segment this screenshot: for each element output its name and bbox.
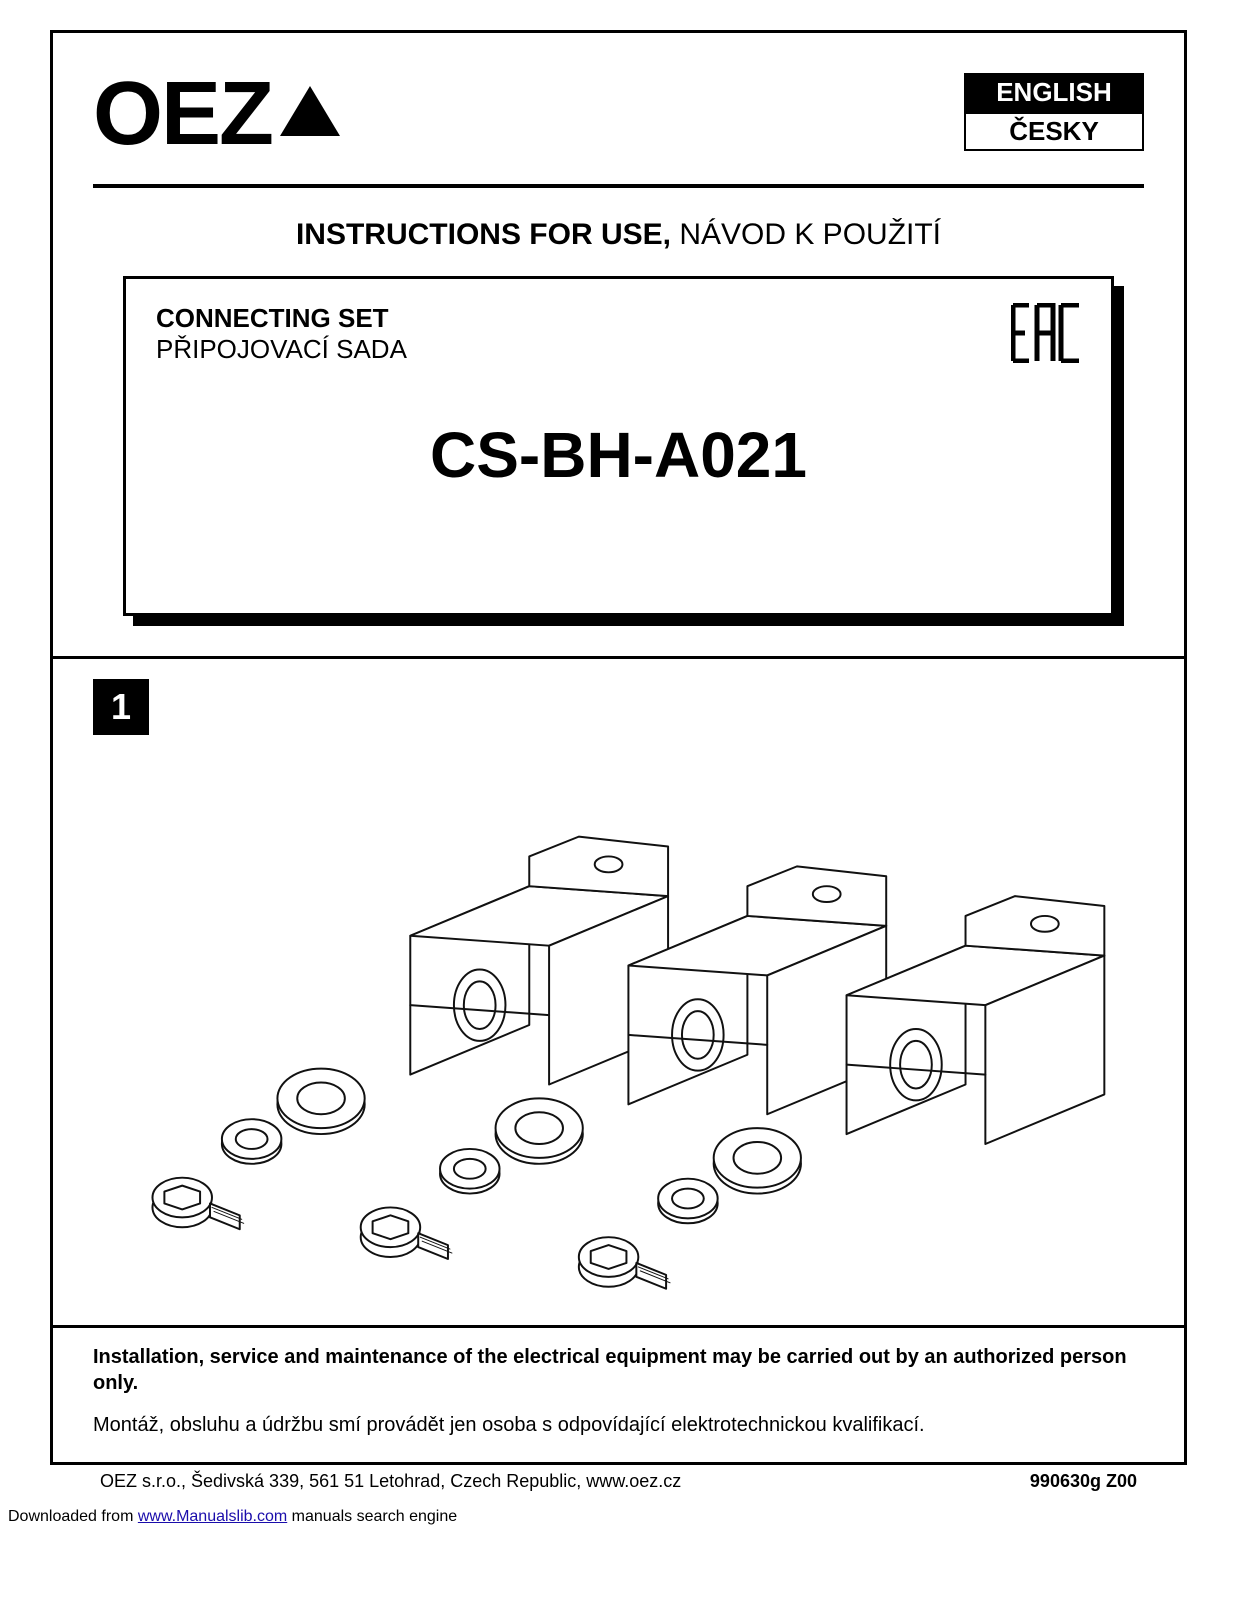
document-frame: OEZ ENGLISH ČESKY INSTRUCTIONS FOR USE, … <box>50 30 1187 1465</box>
model-number: CS-BH-A021 <box>156 418 1081 492</box>
warning-section: Installation, service and maintenance of… <box>53 1328 1184 1462</box>
title-cz: NÁVOD K POUŽITÍ <box>671 218 941 251</box>
product-labels: CONNECTING SET PŘIPOJOVACÍ SADA <box>156 303 407 365</box>
header-section: OEZ ENGLISH ČESKY INSTRUCTIONS FOR USE, … <box>53 33 1184 616</box>
language-english: ENGLISH <box>964 73 1144 112</box>
language-box: ENGLISH ČESKY <box>964 73 1144 151</box>
footer-company: OEZ s.r.o., Šedivská 339, 561 51 Letohra… <box>100 1471 681 1492</box>
figure-section: 1 <box>53 659 1184 1325</box>
download-link[interactable]: www.Manualslib.com <box>138 1508 287 1525</box>
warning-text-cz: Montáž, obsluhu a údržbu smí provádět je… <box>93 1412 1144 1438</box>
brand-text: OEZ <box>93 63 272 166</box>
download-note: Downloaded from www.Manualslib.com manua… <box>0 1506 1237 1536</box>
logo-triangle-icon <box>280 86 340 136</box>
download-suffix: manuals search engine <box>287 1508 457 1525</box>
footer-docnum: 990630g Z00 <box>1030 1471 1137 1492</box>
parts-diagram <box>93 745 1144 1305</box>
warning-text-en: Installation, service and maintenance of… <box>93 1344 1144 1396</box>
page-title: INSTRUCTIONS FOR USE, NÁVOD K POUŽITÍ <box>93 218 1144 252</box>
brand-logo: OEZ <box>93 63 340 166</box>
product-label-cz: PŘIPOJOVACÍ SADA <box>156 334 407 365</box>
eac-mark-icon <box>1011 303 1081 368</box>
download-prefix: Downloaded from <box>8 1508 138 1525</box>
product-label-en: CONNECTING SET <box>156 303 407 334</box>
product-box: CONNECTING SET PŘIPOJOVACÍ SADA <box>123 276 1114 616</box>
footer: OEZ s.r.o., Šedivská 339, 561 51 Letohra… <box>50 1465 1187 1496</box>
divider <box>93 184 1144 188</box>
language-czech: ČESKY <box>964 112 1144 151</box>
title-en: INSTRUCTIONS FOR USE, <box>296 218 671 251</box>
step-badge: 1 <box>93 679 149 735</box>
